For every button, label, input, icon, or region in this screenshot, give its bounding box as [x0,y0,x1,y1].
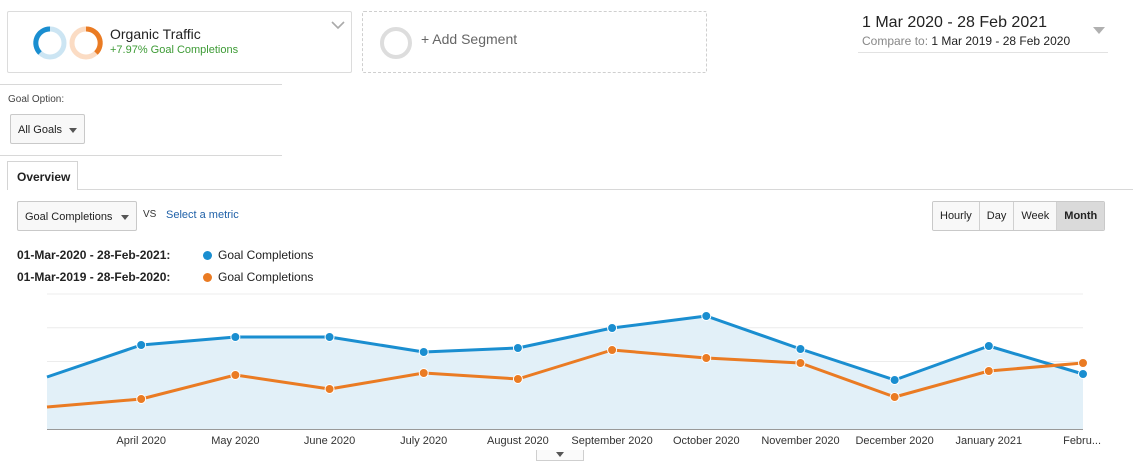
legend-current: 01-Mar-2020 - 28-Feb-2021: Goal Completio… [17,248,313,262]
chevron-down-icon[interactable] [331,20,345,30]
date-range[interactable]: 1 Mar 2020 - 28 Feb 2021 [862,14,1048,31]
data-point-current [795,344,806,354]
legend-range: 01-Mar-2019 - 28-Feb-2020: [17,270,171,284]
x-tick-label: November 2020 [761,435,839,447]
data-point-previous [418,368,429,378]
legend-dot-current [203,251,212,260]
data-point-previous [983,366,994,376]
data-point-current [418,347,429,357]
chart-area [47,316,1083,429]
metric-select-value: Goal Completions [25,211,113,223]
series-line-previous [46,348,1084,409]
data-point-current [983,341,994,351]
data-point-previous [512,374,523,384]
data-point-current [607,323,618,333]
x-tick-label: January 2021 [955,435,1022,447]
tab-overview[interactable]: Overview [7,161,78,190]
data-point-current [324,332,335,342]
x-tick-label: July 2020 [400,435,447,447]
compare-range[interactable]: Compare to: 1 Mar 2019 - 28 Feb 2020 [862,34,1070,48]
select-metric-link[interactable]: Select a metric [166,209,239,221]
goal-option-label: Goal Option: [8,94,65,105]
series-line-current [46,314,1084,382]
x-tick-label: June 2020 [304,435,355,447]
data-point-previous [1078,358,1088,368]
data-point-previous [136,394,147,404]
goal-option-select[interactable]: All Goals [10,114,85,144]
data-point-previous [230,370,241,380]
data-point-current [136,340,147,350]
chart-x-ticks: April 2020 May 2020 June 2020 July 2020 Augu… [116,435,1101,447]
data-point-previous [607,345,618,355]
caret-down-icon [69,128,77,133]
metric-select[interactable]: Goal Completions [17,201,137,231]
x-tick-label: October 2020 [673,435,740,447]
data-point-previous [889,392,900,402]
x-tick-label: April 2020 [116,435,166,447]
x-tick-label: December 2020 [855,435,933,447]
hourly-button[interactable]: Hourly [933,202,980,230]
add-segment-button[interactable]: + Add Segment [362,11,707,73]
data-point-current [512,343,523,353]
caret-down-icon [121,215,129,220]
compare-dates: 1 Mar 2019 - 28 Feb 2020 [931,34,1071,48]
circle-icon [380,27,412,59]
legend-series-name: Goal Completions [218,270,314,284]
data-point-current [1078,369,1088,379]
segment-card[interactable]: Organic Traffic +7.97% Goal Completions [7,11,352,73]
legend-dot-previous [203,273,212,282]
divider [0,155,282,156]
vs-label: VS [143,209,157,220]
x-tick-label: August 2020 [487,435,549,447]
data-point-current [701,311,712,321]
week-button[interactable]: Week [1014,202,1058,230]
divider [0,84,282,85]
day-button[interactable]: Day [979,202,1015,230]
data-point-current [889,375,900,385]
goal-option-value: All Goals [18,124,63,136]
data-point-current [230,332,241,342]
chart-points [136,311,1088,404]
granularity-toggle: Hourly Day Week Month [932,201,1106,231]
compare-label: Compare to: [862,34,929,48]
line-chart[interactable]: April 2020 May 2020 June 2020 July 2020 Augu… [0,290,1133,466]
x-tick-label: May 2020 [211,435,259,447]
add-segment-label: + Add Segment [421,31,518,47]
date-divider [858,52,1108,53]
data-point-previous [795,358,806,368]
series-area [47,316,1083,429]
caret-down-icon [556,452,564,457]
caret-down-icon[interactable] [1093,27,1105,35]
legend-range: 01-Mar-2020 - 28-Feb-2021: [17,248,171,262]
x-tick-label: September 2020 [571,435,652,447]
legend-series-name: Goal Completions [218,248,314,262]
segment-title: Organic Traffic [110,26,201,42]
segment-rings-icon [33,26,103,60]
chart-lines [46,314,1084,409]
x-tick-label: Febru... [1063,435,1101,447]
tab-overview-label: Overview [17,170,71,184]
segment-change: +7.97% Goal Completions [110,44,239,56]
data-point-previous [324,384,335,394]
divider [78,189,1133,190]
data-point-previous [701,353,712,363]
month-button[interactable]: Month [1057,202,1105,230]
legend-previous: 01-Mar-2019 - 28-Feb-2020: Goal Completio… [17,270,313,284]
chart-resize-handle[interactable] [536,450,584,461]
